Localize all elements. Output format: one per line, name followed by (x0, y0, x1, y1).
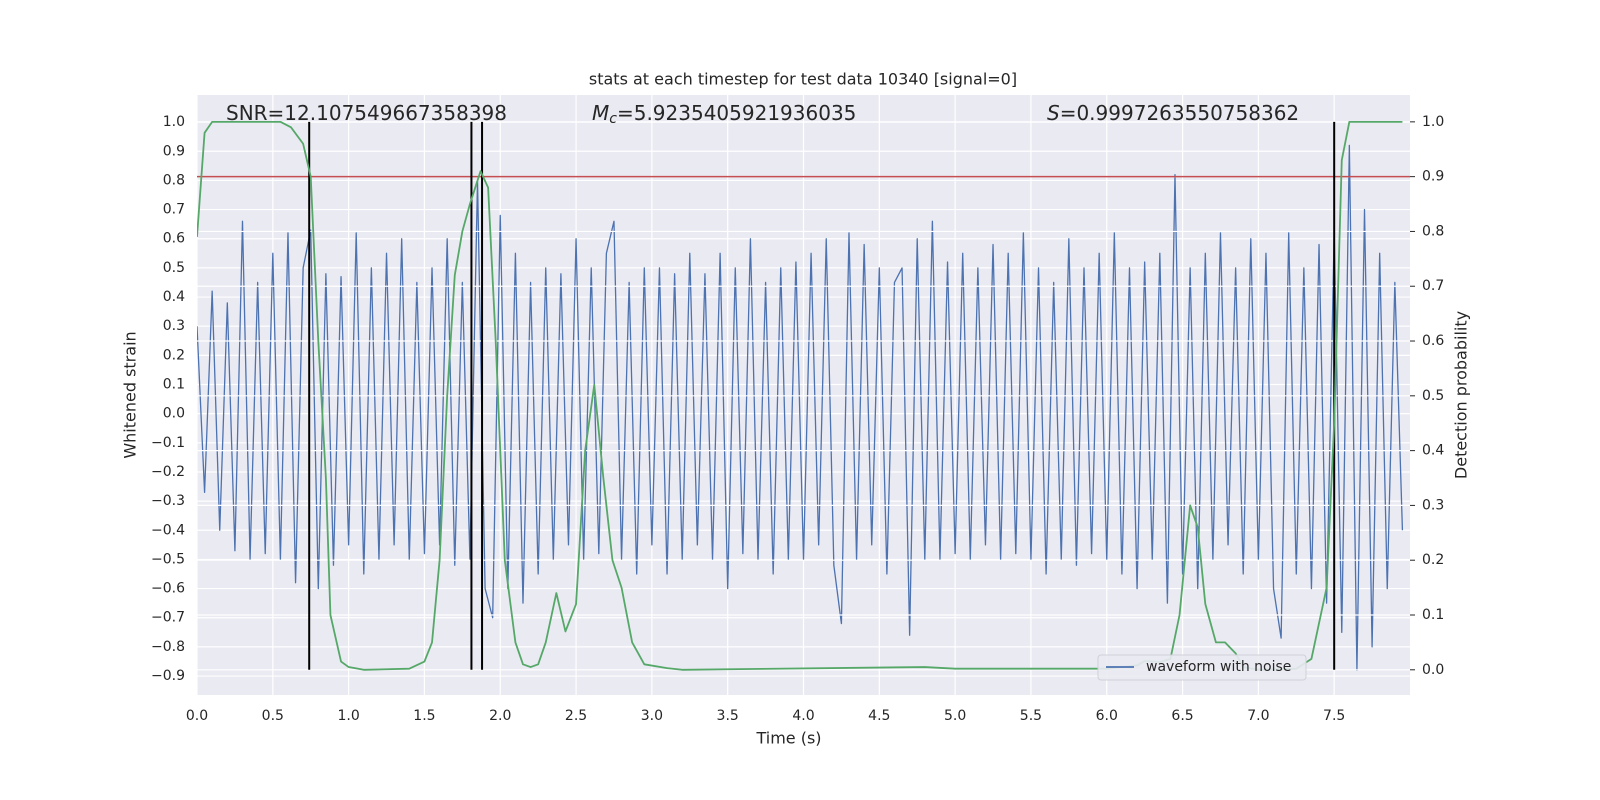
x-tick-label: 3.0 (641, 708, 663, 724)
y-tick-label: 1.0 (163, 114, 185, 130)
y2-tick-label: 0.9 (1422, 169, 1444, 185)
legend-box (1097, 654, 1307, 681)
y2-tick-label: 0.0 (1422, 662, 1444, 678)
y-tick-label: −0.9 (151, 668, 185, 684)
y-tick-label: 0.2 (163, 347, 185, 363)
series-line (197, 120, 1403, 671)
annotation-text: SNR=12.107549667358398 (226, 101, 507, 125)
x-tick-label: 7.5 (1323, 708, 1345, 724)
x-tick-label: 6.0 (1096, 708, 1118, 724)
y-tick-label: −0.4 (151, 522, 185, 538)
annotation-subscript: c (609, 111, 617, 127)
y2-tick-label: 0.6 (1422, 333, 1444, 349)
x-tick-label: 0.5 (262, 708, 284, 724)
y-tick-label: 0.8 (163, 172, 185, 188)
annotation-symbol: S (1047, 101, 1060, 125)
x-tick-label: 2.0 (489, 708, 511, 724)
y-tick-label: 0.4 (163, 289, 185, 305)
annotation: Mc=5.9235405921936035 (592, 101, 856, 128)
y2-tick-label: 0.5 (1422, 388, 1444, 404)
annotation-text: =0.9997263550758362 (1060, 101, 1299, 125)
x-tick-label: 7.0 (1247, 708, 1269, 724)
x-tick-label: 5.5 (1020, 708, 1042, 724)
x-tick-label: 0.0 (186, 708, 208, 724)
y-tick-label: −0.7 (151, 610, 185, 626)
y2-tick-label: 0.7 (1422, 278, 1444, 294)
annotation: SNR=12.107549667358398 (226, 101, 507, 125)
x-tick-label: 2.5 (565, 708, 587, 724)
y-tick-label: −0.1 (151, 435, 185, 451)
y-tick-label: 0.1 (163, 377, 185, 393)
y-tick-label: 0.3 (163, 318, 185, 334)
y-axis-label: Whitened strain (121, 331, 140, 458)
y2-tick-label: 1.0 (1422, 114, 1444, 130)
annotation-text: =5.9235405921936035 (617, 101, 856, 125)
y2-axis-label: Detection probability (1452, 311, 1471, 479)
annotation: S=0.9997263550758362 (1047, 101, 1299, 125)
y-tick-label: −0.8 (151, 639, 185, 655)
x-axis-label: Time (s) (755, 729, 821, 748)
y2-tick-label: 0.8 (1422, 223, 1444, 239)
y-tick-label: 0.6 (163, 231, 185, 247)
x-tick-label: 1.5 (413, 708, 435, 724)
annotation-symbol: M (592, 101, 609, 125)
y2-tick-label: 0.1 (1422, 607, 1444, 623)
x-tick-label: 4.0 (792, 708, 814, 724)
y2-tick-label: 0.4 (1422, 443, 1444, 459)
x-tick-label: 1.0 (337, 708, 359, 724)
y-tick-label: −0.5 (151, 551, 185, 567)
y2-tick-label: 0.3 (1422, 497, 1444, 513)
y-tick-label: 0.7 (163, 202, 185, 218)
chart-title: stats at each timestep for test data 103… (589, 70, 1017, 89)
series-line (197, 144, 1404, 671)
x-tick-label: 4.5 (868, 708, 890, 724)
x-tick-label: 5.0 (944, 708, 966, 724)
y-tick-label: −0.2 (151, 464, 185, 480)
x-tick-label: 3.5 (717, 708, 739, 724)
x-tick-label: 6.5 (1171, 708, 1193, 724)
legend-label: waveform with noise (1146, 659, 1291, 675)
y-tick-label: 0.5 (163, 260, 185, 276)
y2-tick-label: 0.2 (1422, 552, 1444, 568)
y-tick-label: 0.0 (163, 406, 185, 422)
plot-content-y2 (197, 120, 1403, 671)
y-tick-label: −0.3 (151, 493, 185, 509)
plot-content (197, 144, 1404, 671)
y-tick-label: 0.9 (163, 143, 185, 159)
y-tick-label: −0.6 (151, 581, 185, 597)
